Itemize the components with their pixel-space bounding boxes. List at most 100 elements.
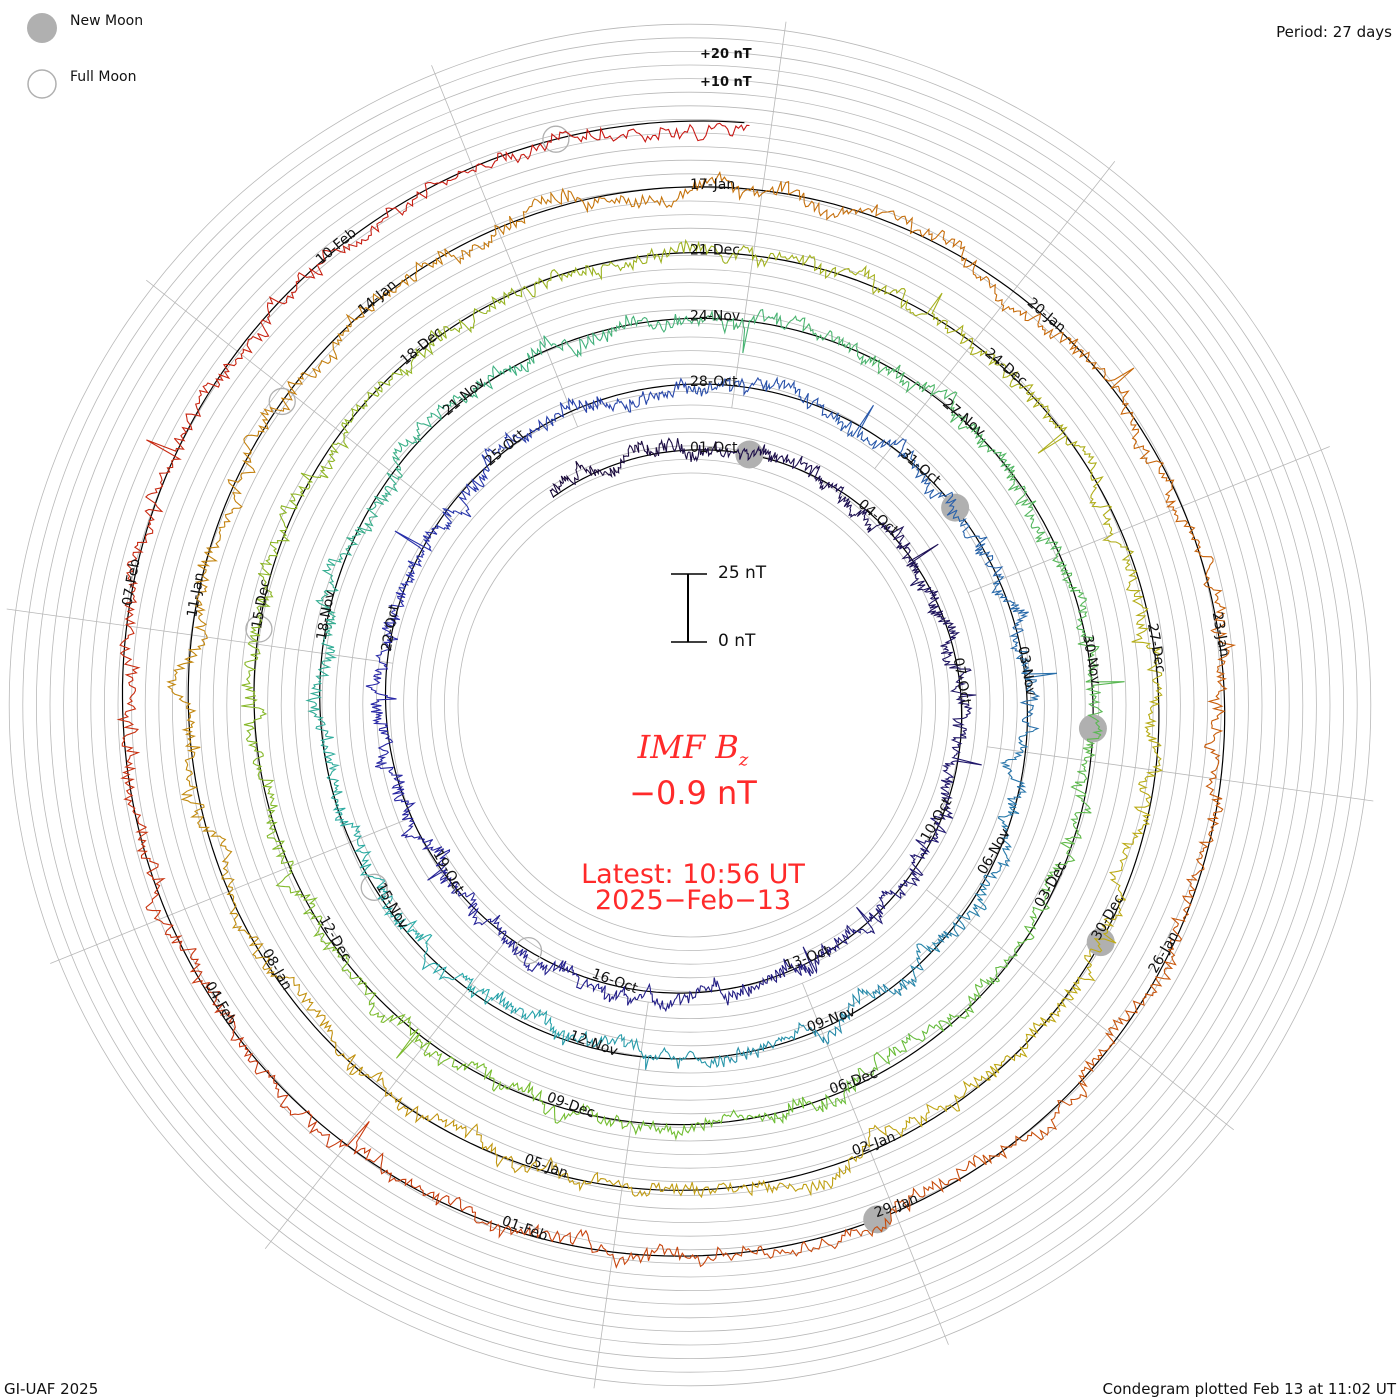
full-moon-marker [360, 873, 388, 901]
bz-trace-segment [695, 308, 786, 354]
bz-trace-segment [467, 127, 598, 174]
bz-trace-segment [600, 1243, 732, 1269]
bz-trace-segment [263, 325, 352, 416]
bz-trace-segment [1165, 500, 1227, 618]
grid-ring [457, 472, 923, 938]
bz-trace-segment [394, 527, 439, 593]
grid-ring [8, 23, 1372, 1387]
bz-trace-segment [429, 287, 524, 347]
latest-date: 2025−Feb−13 [594, 885, 792, 916]
grid-ring [430, 445, 950, 965]
bz-trace-segment [189, 948, 259, 1068]
bz-trace-segment [952, 509, 1004, 578]
grid-radial [731, 21, 787, 408]
full-moon-marker [268, 387, 296, 416]
bz-trace-segment [562, 1030, 645, 1060]
bz-trace-segment [135, 826, 197, 951]
bz-trace-segment [625, 238, 733, 272]
bz-trace-segment [1019, 384, 1098, 472]
bz-trace-segment [1077, 639, 1125, 736]
bz-trace-segment [174, 333, 263, 442]
grid-ring [226, 241, 1154, 1169]
bz-trace-segment [1006, 469, 1062, 553]
bz-trace-segment [838, 265, 943, 321]
bz-trace-segment [999, 729, 1035, 809]
bz-trace-segment [1207, 616, 1237, 744]
bz-trace-segment [825, 1040, 908, 1110]
bz-trace-segment [481, 914, 543, 973]
bz-trace-segment [603, 982, 677, 1013]
bz-trace-segment [1032, 825, 1082, 912]
bz-trace-segment [725, 1021, 803, 1064]
bz-trace-segment [364, 983, 439, 1059]
grid-ring [335, 350, 1045, 1060]
new-moon-marker [863, 1205, 892, 1234]
bz-trace-segment [833, 483, 884, 533]
date-label: 28-Oct [690, 374, 738, 390]
bz-trace-segment [435, 470, 489, 530]
bz-trace-segment [531, 1089, 627, 1130]
bz-trace-segment [901, 983, 982, 1044]
grid-radial [874, 161, 1116, 469]
bz-trace-segment [315, 720, 343, 806]
bz-trace-segment [437, 1052, 534, 1094]
grid-ring [117, 132, 1263, 1278]
bz-trace-segment [474, 1211, 602, 1254]
grid-ring [443, 458, 937, 952]
period-label: Period: 27 days [1276, 23, 1392, 41]
grid-radial [593, 1002, 649, 1389]
ring-label-10: +10 nT [700, 75, 752, 90]
bz-trace-segment [780, 454, 835, 491]
bz-trace-segment [643, 1046, 727, 1070]
bz-trace-segment [1063, 898, 1126, 1001]
grid-ring [185, 200, 1195, 1210]
bz-trace-segment [686, 376, 764, 397]
bz-trace-segment [833, 404, 907, 458]
new-moon-marker [735, 440, 764, 469]
bz-trace-segment [290, 412, 354, 501]
grid-ring [267, 282, 1113, 1128]
bz-trace-segment [985, 997, 1072, 1081]
imf-title: IMF Bz [493, 728, 893, 770]
grid-ring [90, 105, 1290, 1305]
bz-trace-segment [614, 377, 688, 413]
bz-trace-segment [360, 1147, 476, 1214]
bz-trace-segment [950, 692, 977, 757]
bz-trace-segment [345, 248, 447, 327]
bz-trace-segment [542, 396, 616, 432]
bz-trace-segment [180, 760, 233, 873]
grid-radial [802, 983, 949, 1345]
bz-trace-segment [332, 804, 380, 880]
date-label: 01-Oct [690, 440, 738, 456]
bz-trace-segment [803, 192, 922, 235]
grid-ring [36, 51, 1344, 1359]
bz-trace-segment [375, 735, 409, 806]
bz-trace-segment [802, 924, 869, 975]
bz-trace-segment [427, 863, 483, 926]
bz-trace-segment [679, 170, 805, 202]
bz-trace-segment [241, 598, 271, 705]
grid-radial [431, 65, 578, 427]
bz-trace-segment [421, 946, 493, 1006]
bz-trace-segment [1078, 985, 1158, 1098]
date-label: 23-Jan [1209, 611, 1233, 658]
ring-label-20: +20 nT [700, 47, 752, 62]
bz-trace-segment [277, 976, 356, 1072]
bz-trace-segment [730, 1228, 862, 1261]
bz-trace-segment [1137, 679, 1164, 790]
bz-trace-segment [365, 661, 397, 736]
bz-trace-segment [522, 261, 627, 298]
bz-trace-segment [116, 698, 147, 828]
bz-trace-segment [444, 191, 559, 265]
bz-trace-segment [315, 551, 353, 637]
new-moon-icon [27, 13, 57, 43]
bz-trace-segment [348, 1064, 455, 1128]
bz-trace-segment [1015, 650, 1057, 731]
footer-plotted: Condegram plotted Feb 13 at 11:02 UT [1102, 1380, 1396, 1398]
grid-ring [239, 254, 1141, 1156]
grid-radial [987, 746, 1374, 802]
bz-trace-segment [991, 576, 1029, 653]
bz-trace-segment [376, 878, 433, 947]
legend-new-moon: New Moon [70, 13, 144, 29]
